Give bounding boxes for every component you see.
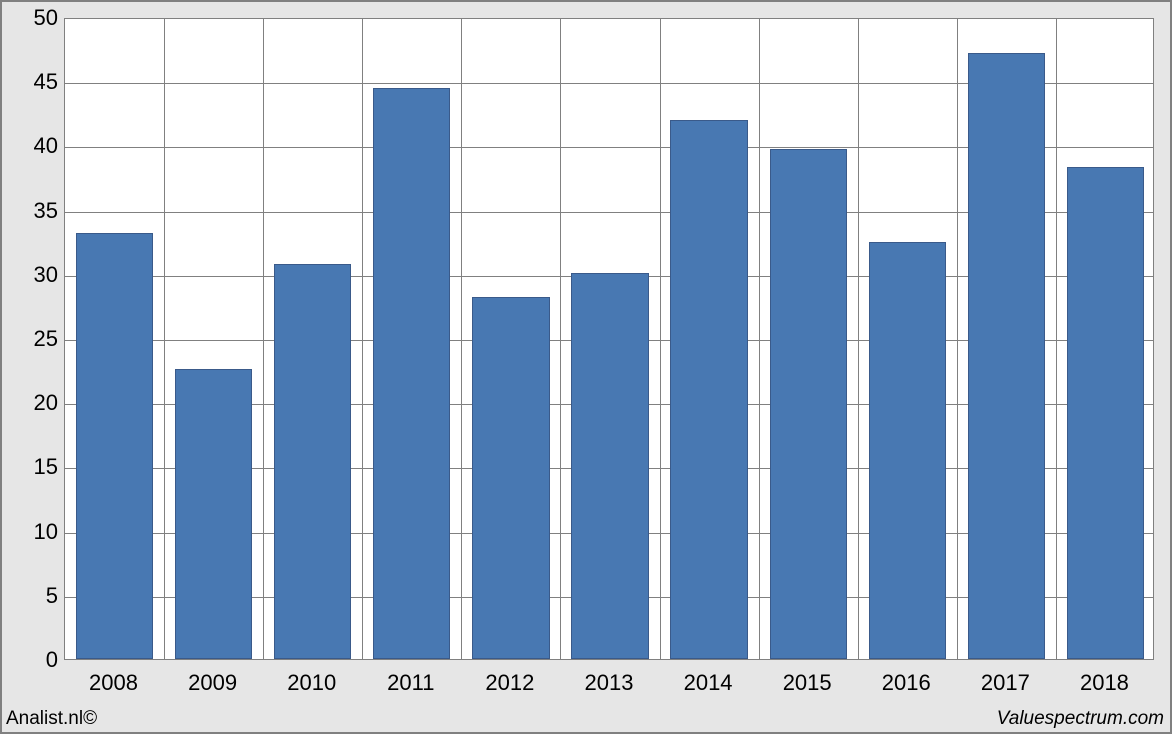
x-tick-label: 2012	[485, 670, 534, 696]
x-tick-label: 2010	[287, 670, 336, 696]
gridline-vertical	[263, 19, 264, 659]
bar	[76, 233, 153, 659]
x-tick-label: 2008	[89, 670, 138, 696]
x-tick-label: 2016	[882, 670, 931, 696]
gridline-vertical	[362, 19, 363, 659]
x-tick-label: 2018	[1080, 670, 1129, 696]
x-tick-label: 2009	[188, 670, 237, 696]
chart-outer-frame: 0 5 10 15 20 25 30 35 40 45 50 2008 2009 2010 2011 2012…	[0, 0, 1172, 734]
y-tick-label: 35	[14, 198, 58, 224]
x-tick-label: 2014	[684, 670, 733, 696]
y-tick-label: 5	[14, 583, 58, 609]
gridline-vertical	[957, 19, 958, 659]
gridline-vertical	[858, 19, 859, 659]
bar	[571, 273, 648, 659]
bar	[670, 120, 747, 659]
bar	[869, 242, 946, 659]
gridline-vertical	[660, 19, 661, 659]
gridline-vertical	[759, 19, 760, 659]
bar	[968, 53, 1045, 659]
gridline-vertical	[1056, 19, 1057, 659]
gridline-vertical	[560, 19, 561, 659]
x-tick-label: 2013	[585, 670, 634, 696]
x-tick-label: 2015	[783, 670, 832, 696]
gridline-vertical	[461, 19, 462, 659]
footer-left-credit: Analist.nl©	[6, 708, 97, 730]
bar	[770, 149, 847, 659]
y-tick-label: 0	[14, 647, 58, 673]
y-tick-label: 15	[14, 454, 58, 480]
bar	[1067, 167, 1144, 659]
footer-right-credit: Valuespectrum.com	[997, 708, 1164, 730]
plot-area	[64, 18, 1154, 660]
gridline-vertical	[164, 19, 165, 659]
bar	[175, 369, 252, 659]
chart-panel: 0 5 10 15 20 25 30 35 40 45 50 2008 2009 2010 2011 2012…	[6, 6, 1166, 702]
y-tick-label: 20	[14, 390, 58, 416]
y-tick-label: 25	[14, 326, 58, 352]
y-tick-label: 50	[14, 5, 58, 31]
y-tick-label: 10	[14, 519, 58, 545]
y-tick-label: 40	[14, 133, 58, 159]
bar	[472, 297, 549, 659]
x-tick-label: 2011	[387, 670, 434, 696]
x-tick-label: 2017	[981, 670, 1030, 696]
y-tick-label: 45	[14, 69, 58, 95]
bar	[373, 88, 450, 659]
y-tick-label: 30	[14, 262, 58, 288]
bar	[274, 264, 351, 659]
